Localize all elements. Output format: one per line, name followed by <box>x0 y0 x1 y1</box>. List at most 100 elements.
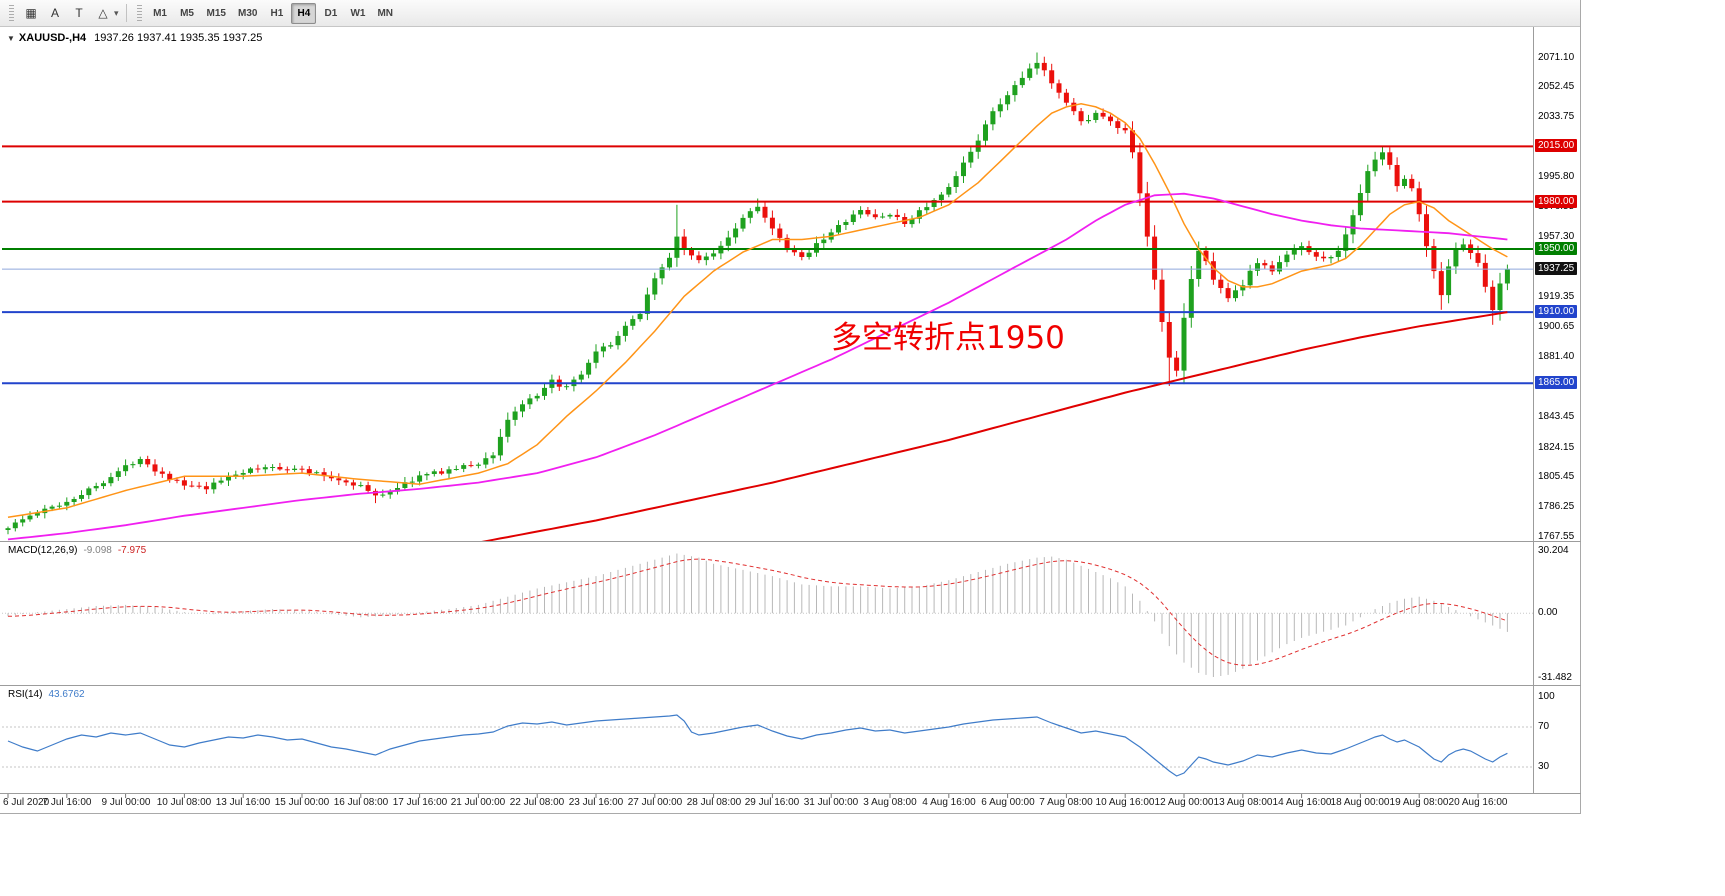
price-axis-separator <box>1533 27 1534 793</box>
toolbar-drag-handle[interactable] <box>9 5 14 21</box>
toolbar: ▦ A T △ ▾ M1 M5 M15 M30 H1 H4 D1 W1 MN <box>0 0 1580 27</box>
timeframe-m5-button[interactable]: M5 <box>175 3 200 24</box>
axis-tick-label: 30 <box>1538 761 1550 772</box>
time-axis-label: 7 Aug 08:00 <box>1039 797 1093 808</box>
chevron-down-icon[interactable]: ▾ <box>114 7 119 18</box>
timeframe-m15-button[interactable]: M15 <box>202 3 231 24</box>
axis-tick-label: 1843.45 <box>1538 411 1575 422</box>
axis-tick-label: 1900.65 <box>1538 321 1575 332</box>
axis-tick-label: 1995.80 <box>1538 171 1575 182</box>
toolbar-separator <box>125 4 127 22</box>
time-axis-label: 13 Jul 16:00 <box>215 797 271 808</box>
time-axis-label: 10 Aug 16:00 <box>1095 797 1155 808</box>
chart-canvas[interactable]: 多空转折点1950 <box>0 0 1581 814</box>
panel-divider[interactable] <box>0 541 1581 542</box>
time-axis-label: 17 Jul 16:00 <box>392 797 448 808</box>
ohlc-readout: 1937.26 1937.41 1935.35 1937.25 <box>94 32 263 44</box>
price-tag-1937.25: 1937.25 <box>1535 262 1578 275</box>
time-axis-label: 27 Jul 00:00 <box>627 797 683 808</box>
time-axis-label: 18 Aug 00:00 <box>1330 797 1390 808</box>
horizontal-level-lines <box>2 145 1533 385</box>
time-axis-label: 29 Jul 16:00 <box>744 797 800 808</box>
time-axis-label: 15 Jul 00:00 <box>274 797 330 808</box>
symbol-period-label: XAUUSD-,H4 <box>18 32 87 44</box>
axis-tick-label: 1786.25 <box>1538 501 1575 512</box>
rsi-plot <box>2 714 1533 777</box>
ma-fast <box>7 103 1508 519</box>
time-axis-label: 14 Aug 16:00 <box>1272 797 1332 808</box>
chart-annotation-text[interactable]: 多空转折点1950 <box>831 320 1065 356</box>
macd-main-value: -9.098 <box>83 545 112 556</box>
axis-tick-label: 1824.15 <box>1538 442 1575 453</box>
timeframe-mn-button[interactable]: MN <box>372 3 398 24</box>
chart-marker-icon: ▼ <box>7 34 15 43</box>
macd-name: MACD(12,26,9) <box>8 545 78 556</box>
time-axis-label: 16 Jul 08:00 <box>333 797 389 808</box>
timeframe-m1-button[interactable]: M1 <box>148 3 173 24</box>
time-axis-label: 12 Aug 00:00 <box>1154 797 1214 808</box>
price-tag-1950.00: 1950.00 <box>1535 242 1578 255</box>
annotation-layer: 多空转折点1950 <box>831 320 1065 356</box>
macd-indicator-label: MACD(12,26,9) -9.098 -7.975 <box>8 545 146 556</box>
time-axis-label: 23 Jul 16:00 <box>568 797 624 808</box>
time-axis[interactable]: 6 Jul 2020 7 Jul 16:00 9 Jul 00:00 10 Jul 0… <box>0 796 1534 812</box>
grid-tool-icon[interactable]: ▦ <box>20 3 42 24</box>
rsi-value: 43.6762 <box>48 689 85 700</box>
text-label-tool-icon[interactable]: A <box>44 3 66 24</box>
drawing-tools-group: ▦ A T △ ▾ <box>19 3 121 24</box>
axis-tick-label: 1767.55 <box>1538 531 1575 542</box>
time-axis-label: 6 Aug 00:00 <box>981 797 1035 808</box>
axis-tick-label: -31.482 <box>1538 672 1572 683</box>
axis-tick-label: 2052.45 <box>1538 81 1575 92</box>
axis-tick-label: 100 <box>1538 691 1555 702</box>
time-axis-label: 3 Aug 08:00 <box>863 797 917 808</box>
axis-tick-label: 1805.45 <box>1538 471 1575 482</box>
panel-divider <box>0 793 1581 794</box>
time-axis-label: 7 Jul 16:00 <box>42 797 92 808</box>
time-tick-marks <box>7 794 1479 798</box>
rsi-indicator-label: RSI(14) 43.6762 <box>8 689 85 700</box>
axis-tick-label: 30.204 <box>1538 545 1569 556</box>
shapes-tool-icon[interactable]: △ <box>92 3 114 24</box>
axis-tick-label: 1957.30 <box>1538 231 1575 242</box>
time-axis-label: 6 Jul 2020 <box>3 797 50 808</box>
timeframe-w1-button[interactable]: W1 <box>345 3 370 24</box>
timeframe-m30-button[interactable]: M30 <box>233 3 262 24</box>
time-axis-label: 20 Aug 16:00 <box>1448 797 1508 808</box>
axis-tick-label: 70 <box>1538 721 1550 732</box>
time-axis-label: 22 Jul 08:00 <box>509 797 565 808</box>
time-axis-label: 21 Jul 00:00 <box>450 797 506 808</box>
price-tag-2015.00: 2015.00 <box>1535 139 1578 152</box>
axis-tick-label: 2071.10 <box>1538 52 1575 63</box>
macd-signal-line <box>7 558 1508 666</box>
macd-signal-value: -7.975 <box>117 545 147 556</box>
time-axis-label: 9 Jul 00:00 <box>101 797 151 808</box>
timeframe-h1-button[interactable]: H1 <box>264 3 289 24</box>
price-tag-1910.00: 1910.00 <box>1535 305 1578 318</box>
time-axis-label: 4 Aug 16:00 <box>922 797 976 808</box>
time-axis-label: 10 Jul 08:00 <box>156 797 212 808</box>
time-axis-label: 19 Aug 08:00 <box>1389 797 1449 808</box>
timeframe-h4-button[interactable]: H4 <box>291 2 317 24</box>
timeframe-d1-button[interactable]: D1 <box>318 3 343 24</box>
time-axis-label: 31 Jul 00:00 <box>803 797 859 808</box>
axis-tick-label: 1881.40 <box>1538 351 1575 362</box>
chart-title-bar: ▼ XAUUSD-,H4 1937.26 1937.41 1935.35 1937.… <box>7 32 262 44</box>
axis-tick-label: 2033.75 <box>1538 111 1575 122</box>
price-tag-1980.00: 1980.00 <box>1535 195 1578 208</box>
toolbar-drag-handle[interactable] <box>136 5 142 21</box>
price-tag-1865.00: 1865.00 <box>1535 376 1578 389</box>
mt4-chart-window: ▦ A T △ ▾ M1 M5 M15 M30 H1 H4 D1 W1 MN 多空转折点1950 ▼ XA… <box>0 0 1581 814</box>
macd-plot <box>2 553 1533 677</box>
rsi-name: RSI(14) <box>8 689 43 700</box>
timeframes-group: M1 M5 M15 M30 H1 H4 D1 W1 MN <box>147 2 399 24</box>
rsi-line <box>7 714 1508 777</box>
axis-tick-label: 0.00 <box>1538 607 1558 618</box>
panel-divider[interactable] <box>0 685 1581 686</box>
text-tool-icon[interactable]: T <box>68 3 90 24</box>
ma-mid <box>7 192 1508 541</box>
ma-slow <box>481 311 1508 541</box>
axis-tick-label: 1919.35 <box>1538 291 1575 302</box>
price-axis[interactable]: 2071.102052.452033.751995.801976.551957.… <box>1534 27 1580 813</box>
